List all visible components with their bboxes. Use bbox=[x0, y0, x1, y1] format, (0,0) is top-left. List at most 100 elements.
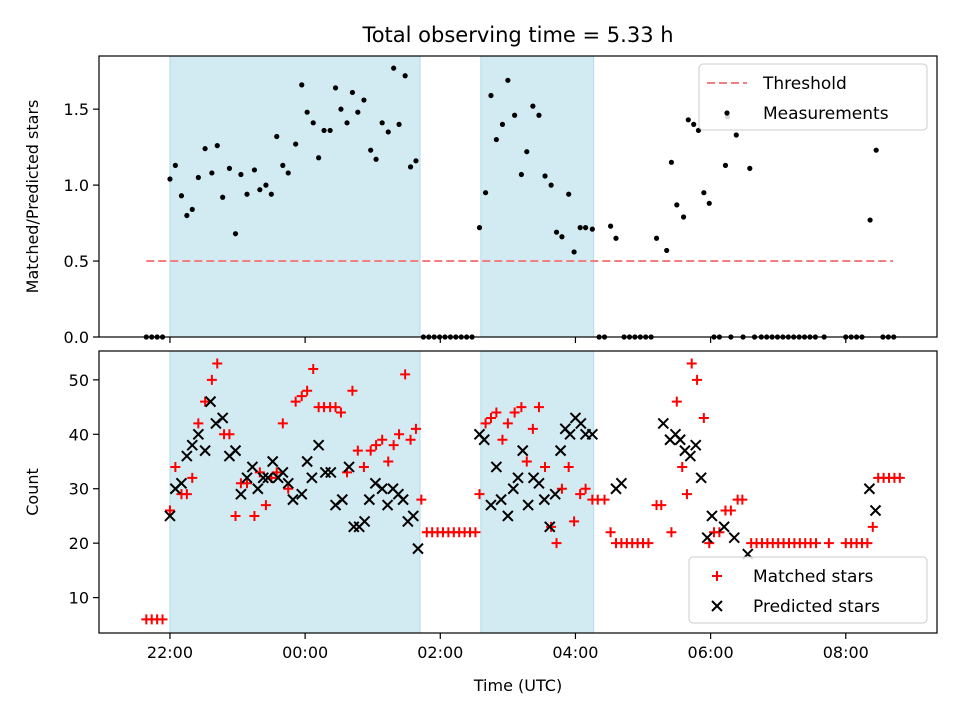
matched-point bbox=[556, 483, 567, 494]
x-tick-label: 00:00 bbox=[282, 643, 328, 662]
measurement-point bbox=[571, 249, 577, 255]
predicted-point bbox=[478, 434, 490, 446]
measurement-point bbox=[493, 136, 499, 143]
matched-point bbox=[563, 461, 574, 472]
matched-point bbox=[400, 369, 411, 380]
predicted-point bbox=[490, 461, 503, 473]
predicted-point bbox=[266, 455, 279, 468]
predicted-point bbox=[507, 483, 519, 495]
matched-point bbox=[502, 418, 513, 429]
matched-point bbox=[714, 527, 725, 538]
measurement-point bbox=[518, 171, 524, 178]
matched-point bbox=[725, 505, 736, 516]
shaded-interval-1 bbox=[169, 55, 421, 338]
predicted-point bbox=[282, 477, 294, 489]
matched-point bbox=[224, 429, 235, 440]
matched-point bbox=[677, 461, 688, 472]
measurement-point bbox=[488, 92, 494, 99]
measurement-point bbox=[577, 225, 583, 231]
shaded-interval-2 bbox=[480, 350, 595, 634]
measurement-point bbox=[189, 206, 195, 213]
matched-point bbox=[206, 374, 217, 385]
measurement-point bbox=[582, 225, 589, 231]
y-axis-label: Matched/Predicted stars bbox=[23, 100, 42, 294]
predicted-point bbox=[538, 493, 551, 506]
measurement-point bbox=[202, 146, 208, 152]
predicted-point bbox=[181, 450, 193, 462]
matched-point bbox=[894, 472, 905, 483]
matched-point bbox=[347, 385, 358, 396]
measurement-point bbox=[402, 73, 408, 79]
predicted-point bbox=[301, 455, 313, 468]
predicted-point bbox=[517, 444, 529, 457]
matched-point bbox=[516, 402, 527, 413]
measurement-point bbox=[396, 121, 402, 127]
measurement-point bbox=[685, 117, 691, 123]
measurement-point bbox=[674, 202, 680, 208]
measurement-point bbox=[172, 162, 178, 168]
measurement-point bbox=[607, 223, 614, 229]
legend-measurement-swatch bbox=[724, 110, 730, 116]
predicted-point bbox=[575, 417, 587, 430]
predicted-point bbox=[684, 450, 697, 462]
predicted-point bbox=[376, 483, 388, 495]
predicted-point bbox=[192, 428, 205, 441]
matched-point bbox=[242, 478, 253, 489]
measurement-point bbox=[653, 235, 660, 241]
legend: Threshold Measurements bbox=[698, 63, 928, 131]
x-tick-label: 22:00 bbox=[147, 643, 193, 662]
matched-point bbox=[193, 418, 204, 429]
measurement-point bbox=[413, 158, 419, 164]
predicted-point bbox=[549, 488, 561, 500]
predicted-starsseries bbox=[164, 395, 882, 560]
predicted-point bbox=[728, 532, 740, 544]
matched-point bbox=[405, 434, 416, 445]
predicted-point bbox=[869, 504, 882, 517]
matched-point bbox=[249, 510, 260, 521]
matched-point bbox=[527, 423, 538, 434]
predicted-point bbox=[718, 521, 730, 533]
matched-point bbox=[290, 396, 301, 407]
measurement-point bbox=[542, 173, 548, 179]
predicted-point bbox=[701, 532, 713, 544]
measurement-point bbox=[274, 133, 280, 140]
predicted-point bbox=[615, 477, 628, 489]
matched-point bbox=[686, 358, 697, 369]
measurement-point bbox=[338, 106, 344, 112]
predicted-point bbox=[358, 515, 371, 528]
legend: Matched stars Predicted stars bbox=[688, 556, 928, 624]
matched-point bbox=[200, 396, 211, 407]
y-tick-label: 50 bbox=[69, 371, 89, 390]
matched-point bbox=[296, 391, 307, 402]
matched-point bbox=[410, 423, 421, 434]
predicted-point bbox=[164, 510, 176, 522]
matched-point bbox=[260, 500, 271, 511]
measurement-point bbox=[344, 120, 350, 126]
matched-point bbox=[480, 418, 491, 429]
predicted-point bbox=[262, 472, 274, 484]
matched-point bbox=[170, 461, 181, 472]
figure-title: Total observing time = 5.33 h bbox=[361, 23, 673, 47]
predicted-point bbox=[199, 444, 211, 457]
shaded-interval-1 bbox=[169, 350, 421, 634]
ratio-panel: 0.0 0.5 1.0 1.5 Matched/Predicted stars Thres… bbox=[23, 55, 938, 347]
matched-point bbox=[551, 538, 562, 549]
measurement-point bbox=[280, 162, 286, 168]
matched-point bbox=[692, 374, 703, 385]
measurement-point bbox=[589, 226, 595, 232]
measurement-point bbox=[524, 149, 530, 155]
measurement-point bbox=[349, 89, 356, 96]
matched-point bbox=[358, 461, 369, 472]
measurement-point bbox=[316, 155, 322, 161]
y-tick-label: 40 bbox=[69, 425, 89, 444]
matched-point bbox=[605, 527, 616, 538]
matched-point bbox=[474, 489, 485, 500]
matched-point bbox=[643, 538, 654, 549]
matched-point bbox=[580, 483, 591, 494]
predicted-point bbox=[495, 493, 507, 506]
measurement-point bbox=[355, 109, 361, 115]
measurement-point bbox=[285, 170, 291, 176]
predicted-point bbox=[257, 472, 269, 484]
measurement-point bbox=[226, 165, 233, 171]
count-panel: 10 20 30 40 50 22:00 00:00 02:00 04:00 06:00 08:00… bbox=[23, 350, 938, 662]
